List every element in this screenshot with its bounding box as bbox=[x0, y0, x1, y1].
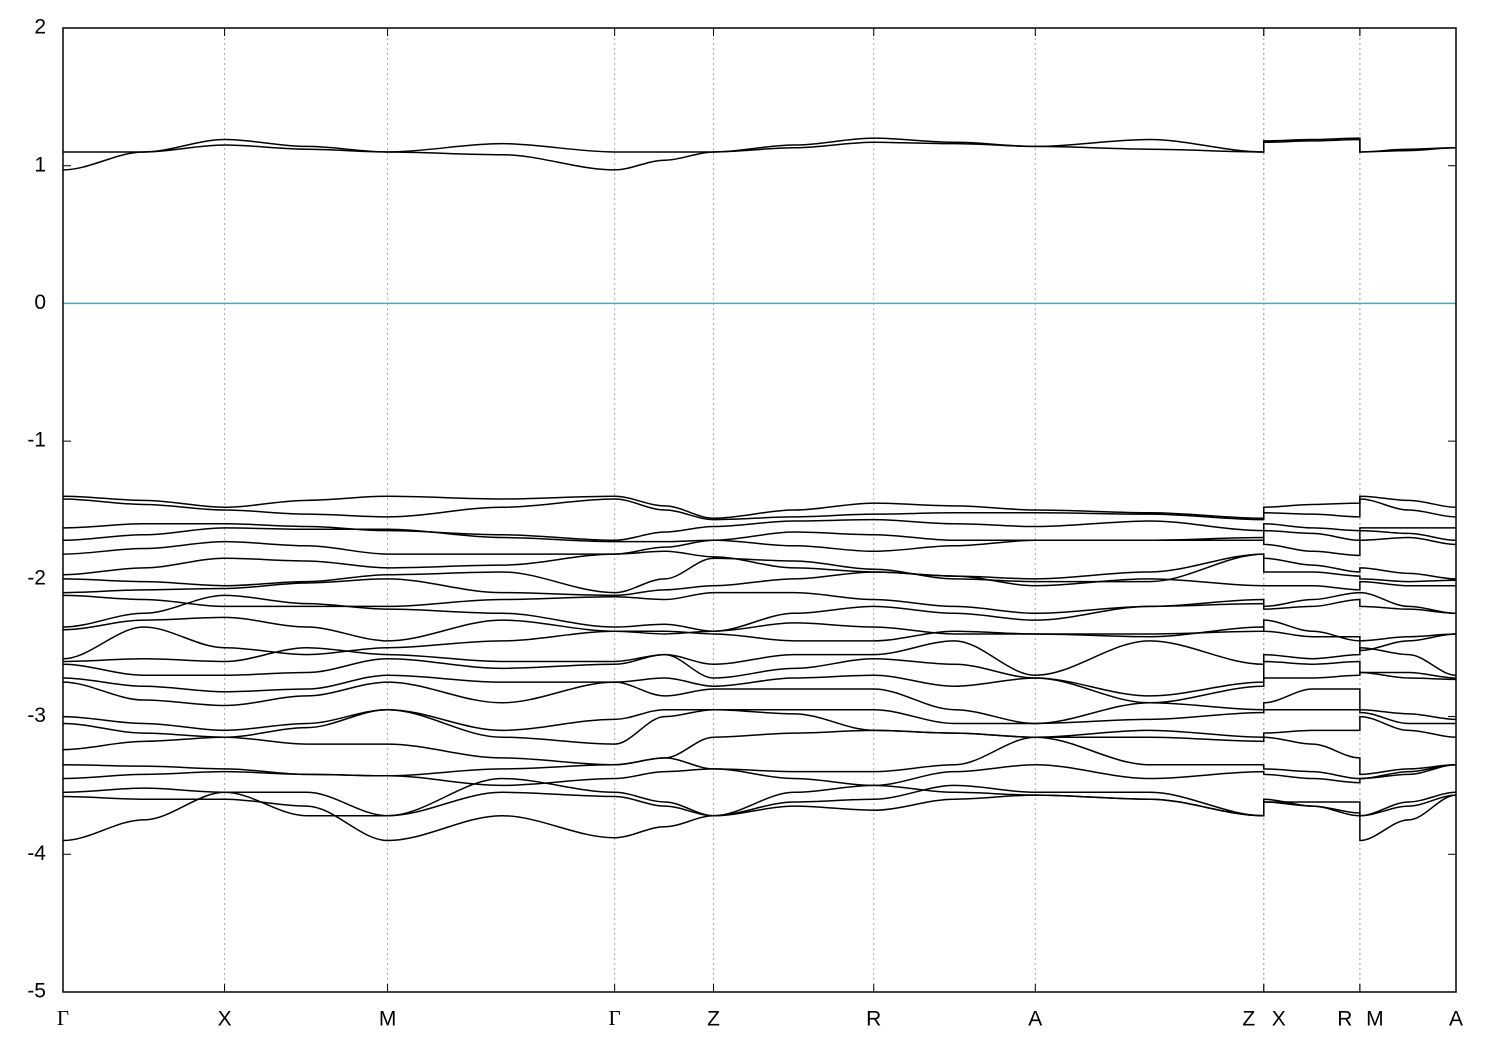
plot-frame bbox=[62, 27, 1457, 993]
x-tick-label: X bbox=[218, 1008, 232, 1031]
band-line bbox=[62, 729, 1457, 776]
x-tick-label: R bbox=[1337, 1008, 1352, 1031]
y-tick-label: 2 bbox=[34, 16, 46, 39]
x-tick-label: Z bbox=[707, 1008, 720, 1031]
band-line bbox=[62, 138, 1457, 171]
band-line bbox=[62, 616, 1457, 642]
y-tick-label: -3 bbox=[27, 704, 46, 727]
y-tick-label: 1 bbox=[34, 153, 46, 176]
band-line bbox=[62, 591, 1457, 615]
x-tick-label: A bbox=[1449, 1008, 1463, 1031]
band-line bbox=[63, 137, 1457, 153]
band-line bbox=[62, 640, 1457, 677]
band-line bbox=[62, 550, 1457, 580]
x-tick-label: Z bbox=[1242, 1008, 1255, 1031]
band-line bbox=[62, 495, 1457, 520]
y-tick-label: 0 bbox=[34, 291, 46, 314]
x-tick-label: R bbox=[866, 1008, 881, 1031]
band-line bbox=[62, 518, 1456, 542]
band-line bbox=[62, 794, 1457, 842]
band-line bbox=[62, 671, 1457, 704]
band-line bbox=[62, 626, 1457, 660]
y-tick-label: -5 bbox=[27, 980, 46, 1003]
x-tick-label: Γ bbox=[609, 1006, 621, 1030]
band-line bbox=[62, 681, 1457, 725]
band-line bbox=[62, 708, 1457, 745]
x-tick-label: Γ bbox=[57, 1006, 69, 1030]
y-tick-label: -4 bbox=[27, 842, 46, 865]
x-tick-label: M bbox=[379, 1008, 397, 1031]
band-line bbox=[62, 653, 1457, 697]
x-tick-label: A bbox=[1028, 1008, 1042, 1031]
band-line bbox=[62, 764, 1457, 787]
band-line bbox=[62, 527, 1457, 543]
band-line bbox=[62, 594, 1457, 632]
band-line bbox=[62, 553, 1457, 594]
band-line bbox=[62, 536, 1457, 557]
y-tick-label: -1 bbox=[27, 429, 46, 452]
band-line bbox=[62, 708, 1456, 732]
y-tick-label: -2 bbox=[27, 566, 46, 589]
band-line bbox=[62, 571, 1456, 597]
x-tick-label: X bbox=[1272, 1008, 1286, 1031]
band-line bbox=[62, 498, 1457, 521]
band-line bbox=[62, 784, 1457, 842]
x-tick-label: M bbox=[1366, 1008, 1384, 1031]
